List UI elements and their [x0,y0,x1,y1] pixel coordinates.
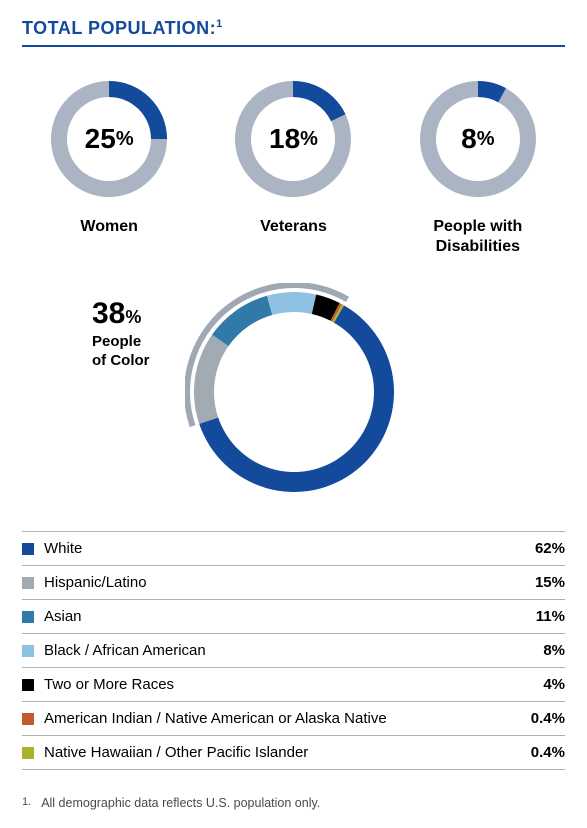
legend-name: White [44,540,535,557]
percent-sign: % [300,128,318,151]
ethnicity-legend: White62%Hispanic/Latino15%Asian11%Black … [22,531,565,770]
donut-women: 25% Women [22,75,196,257]
legend-value: 62% [535,540,565,557]
footnote-number: 1. [22,796,31,810]
people-of-color-chart-area: 38% People of Color [22,283,565,523]
donut-wrap: 18% [229,75,357,203]
donut-label: People withDisabilities [433,217,522,257]
footnote-text: All demographic data reflects U.S. popul… [41,796,320,810]
donut-label: Women [80,217,137,237]
donut-label: Veterans [260,217,327,237]
donut-percent-value: 25 [85,123,116,155]
legend-value: 8% [543,642,565,659]
donut-percent: 8% [414,75,542,203]
legend-swatch [22,611,34,623]
legend-name: Two or More Races [44,676,543,693]
legend-row: Native Hawaiian / Other Pacific Islander… [22,736,565,770]
legend-swatch [22,679,34,691]
donut-wrap: 8% [414,75,542,203]
donut-percent-value: 8 [461,123,477,155]
legend-row: Hispanic/Latino15% [22,566,565,600]
legend-swatch [22,747,34,759]
legend-swatch [22,543,34,555]
legend-value: 15% [535,574,565,591]
title-sup: 1 [216,18,223,30]
legend-row: American Indian / Native American or Ala… [22,702,565,736]
legend-row: Asian11% [22,600,565,634]
donut-wrap: 25% [45,75,173,203]
legend-row: White62% [22,531,565,566]
poc-label-line1: People [92,333,150,350]
percent-sign: % [125,307,141,327]
poc-percent-value: 38 [92,297,125,330]
legend-value: 0.4% [531,744,565,761]
donut-people-with-disabilities: 8% People withDisabilities [391,75,565,257]
legend-name: Black / African American [44,642,543,659]
legend-name: American Indian / Native American or Ala… [44,710,531,727]
ethnicity-segment [212,296,272,346]
legend-value: 4% [543,676,565,693]
donut-percent: 18% [229,75,357,203]
donut-percent: 25% [45,75,173,203]
legend-swatch [22,713,34,725]
legend-swatch [22,577,34,589]
legend-name: Native Hawaiian / Other Pacific Islander [44,744,531,761]
legend-value: 0.4% [531,710,565,727]
donut-percent-value: 18 [269,123,300,155]
percent-sign: % [116,128,134,151]
ethnicity-donut-chart [185,283,403,501]
legend-value: 11% [536,608,565,625]
title-text: TOTAL POPULATION: [22,18,216,38]
poc-callout-label: 38% People of Color [92,297,150,370]
summary-donuts-row: 25% Women 18% Veterans 8% People withDisabili… [22,75,565,257]
legend-swatch [22,645,34,657]
footnote: 1. All demographic data reflects U.S. po… [22,796,565,810]
ethnicity-segment [266,292,315,315]
legend-row: Two or More Races4% [22,668,565,702]
donut-veterans: 18% Veterans [206,75,380,257]
legend-name: Asian [44,608,536,625]
legend-name: Hispanic/Latino [44,574,535,591]
legend-row: Black / African American8% [22,634,565,668]
percent-sign: % [477,128,495,151]
poc-label-line2: of Color [92,352,150,369]
section-title: TOTAL POPULATION:1 [22,18,565,47]
